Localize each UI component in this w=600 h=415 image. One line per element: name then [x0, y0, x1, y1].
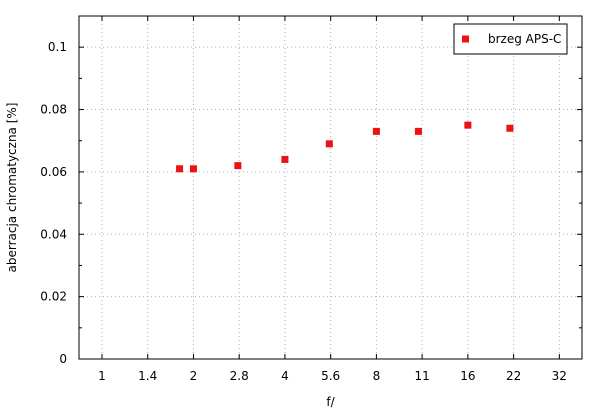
x-tick-labels: 1 1.4 2 2.8 4 5.6 8 11 16 22 32: [98, 369, 567, 383]
data-point: [372, 127, 380, 135]
x-tick-label: 32: [552, 369, 567, 383]
data-point: [176, 165, 184, 173]
x-tick-label: 16: [460, 369, 475, 383]
legend: brzeg APS-C: [453, 23, 568, 55]
x-tick-label: 4: [281, 369, 289, 383]
x-tick-label: 2.8: [230, 369, 249, 383]
axis-ticks: [79, 15, 582, 360]
y-axis-title: aberracja chromatyczna [%]: [5, 103, 19, 273]
x-tick-label: 22: [506, 369, 521, 383]
data-point: [325, 140, 333, 148]
data-point: [414, 127, 422, 135]
legend-marker: [462, 35, 469, 43]
data-point: [464, 121, 472, 129]
x-tick-label: 1.4: [138, 369, 157, 383]
legend-label: brzeg APS-C: [488, 32, 561, 46]
y-tick-label: 0.1: [48, 40, 67, 54]
grid: [79, 16, 582, 359]
x-axis-title: f/: [326, 395, 335, 409]
x-tick-label: 8: [373, 369, 381, 383]
y-tick-label: 0.08: [40, 103, 67, 117]
x-tick-label: 1: [98, 369, 106, 383]
legend-box: [453, 23, 568, 55]
y-tick-label: 0.04: [40, 227, 67, 241]
data-point: [281, 155, 289, 163]
data-point: [506, 124, 514, 132]
y-tick-label: 0.06: [40, 165, 67, 179]
x-tick-label: 5.6: [321, 369, 340, 383]
plot-frame: [78, 15, 583, 360]
x-tick-label: 11: [414, 369, 429, 383]
y-tick-label: 0: [59, 352, 67, 366]
y-tick-labels: 0 0.02 0.04 0.06 0.08 0.1: [40, 40, 67, 366]
y-tick-label: 0.02: [40, 290, 67, 304]
data-point: [234, 162, 242, 170]
x-tick-label: 2: [190, 369, 198, 383]
data-point: [189, 165, 197, 173]
data-points: [176, 121, 514, 173]
